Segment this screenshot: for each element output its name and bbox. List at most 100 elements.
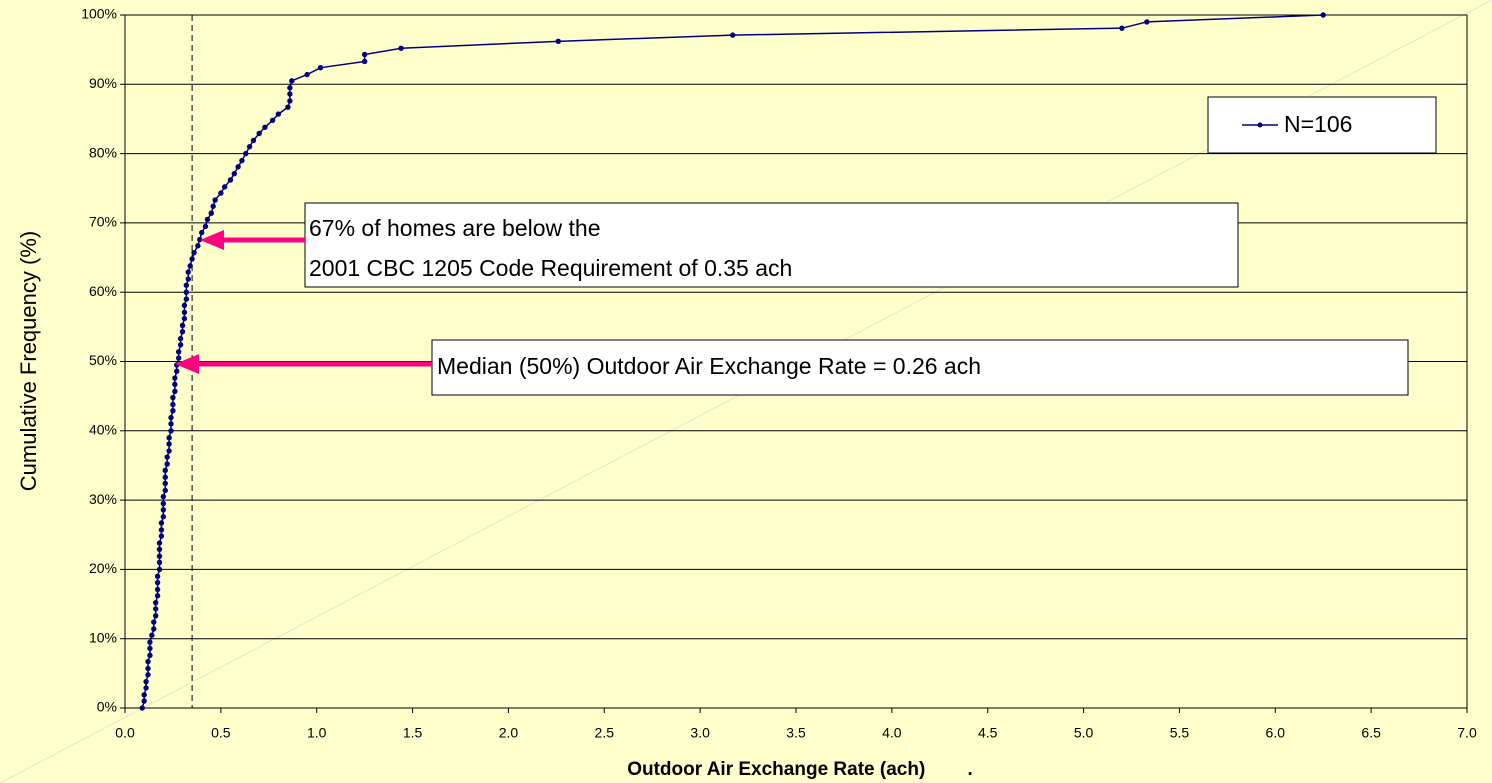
data-line	[141, 14, 1324, 709]
data-point	[143, 678, 149, 685]
data-point	[1119, 25, 1125, 31]
data-point	[183, 296, 190, 302]
data-point	[145, 672, 151, 678]
data-point	[170, 394, 176, 401]
y-tick-label: 80%	[89, 144, 117, 160]
data-point	[287, 91, 293, 97]
data-point	[162, 474, 168, 480]
data-point	[162, 480, 168, 487]
data-point	[168, 428, 174, 434]
data-point	[1320, 12, 1326, 18]
data-point	[158, 520, 165, 526]
y-tick-label: 10%	[89, 629, 117, 645]
data-point	[162, 487, 168, 494]
data-point	[317, 64, 324, 71]
data-point	[174, 368, 180, 374]
annotation-box	[304, 202, 1239, 288]
data-point	[555, 38, 561, 45]
y-axis-label: Cumulative Frequency (%)	[16, 231, 41, 491]
data-point	[141, 692, 147, 698]
data-point	[730, 32, 736, 38]
data-point	[166, 435, 172, 441]
data-point	[154, 579, 161, 586]
data-point	[197, 236, 203, 243]
data-point	[177, 335, 184, 342]
y-tick-label: 0%	[97, 699, 117, 715]
data-point	[181, 302, 188, 309]
data-point	[139, 705, 145, 711]
annotation-arrowhead	[175, 354, 199, 374]
data-point	[154, 573, 161, 580]
legend-marker	[1257, 122, 1263, 128]
y-tick-label: 90%	[89, 75, 117, 91]
data-point	[145, 665, 151, 672]
data-point	[243, 150, 249, 157]
data-point	[183, 289, 190, 295]
y-tick-label: 50%	[89, 352, 117, 368]
annotation-box	[431, 339, 1409, 396]
data-point	[185, 276, 191, 282]
data-point	[151, 619, 157, 625]
data-point	[204, 216, 211, 223]
data-point	[361, 51, 368, 58]
data-point	[158, 527, 165, 533]
data-point	[145, 658, 151, 665]
data-point	[275, 111, 282, 117]
data-point	[172, 388, 178, 394]
y-tick-label: 100%	[81, 6, 117, 22]
legend-label: N=106	[1284, 111, 1352, 137]
data-point	[166, 448, 172, 454]
data-point	[212, 197, 218, 203]
data-point	[227, 177, 234, 183]
plot	[139, 12, 1326, 711]
data-point	[250, 137, 257, 144]
data-point	[172, 381, 178, 388]
data-point	[175, 355, 182, 361]
x-tick-label: 6.0	[1266, 725, 1286, 741]
x-tick-label: 1.5	[403, 725, 423, 741]
data-point	[262, 124, 268, 130]
data-point	[185, 269, 191, 275]
y-tick-label: 30%	[89, 491, 117, 507]
data-point	[304, 71, 310, 78]
data-point	[160, 507, 167, 513]
x-tick-label: 4.0	[882, 725, 902, 741]
data-point	[287, 98, 293, 104]
data-point	[156, 553, 163, 559]
data-point	[154, 586, 161, 593]
data-point	[151, 626, 157, 632]
data-point	[210, 203, 216, 209]
data-point	[1144, 19, 1150, 25]
data-point	[189, 256, 195, 262]
data-point	[164, 461, 170, 467]
data-point	[179, 322, 186, 329]
data-point	[198, 229, 205, 236]
data-point	[181, 315, 188, 322]
data-point	[218, 190, 224, 196]
data-point	[221, 184, 228, 190]
data-point	[231, 170, 237, 177]
x-tick-label: 6.5	[1361, 725, 1381, 741]
data-point	[175, 349, 182, 355]
x-tick-label: 3.0	[690, 725, 710, 741]
data-point	[177, 342, 184, 348]
x-tick-label: 1.0	[307, 725, 327, 741]
x-tick-label: 2.5	[595, 725, 615, 741]
data-point	[202, 223, 209, 230]
data-point	[160, 500, 167, 507]
data-point	[166, 441, 172, 447]
data-point	[183, 282, 190, 288]
data-point	[239, 157, 245, 164]
data-point	[170, 401, 176, 408]
y-tick-label: 40%	[89, 422, 117, 438]
data-point	[160, 493, 167, 500]
data-point	[156, 540, 163, 546]
data-point	[156, 546, 163, 553]
data-point	[164, 454, 170, 460]
x-axis-label: Outdoor Air Exchange Rate (ach) .	[627, 759, 973, 780]
annotation-arrowhead	[200, 230, 224, 250]
data-point	[269, 117, 276, 124]
data-point	[181, 309, 188, 315]
